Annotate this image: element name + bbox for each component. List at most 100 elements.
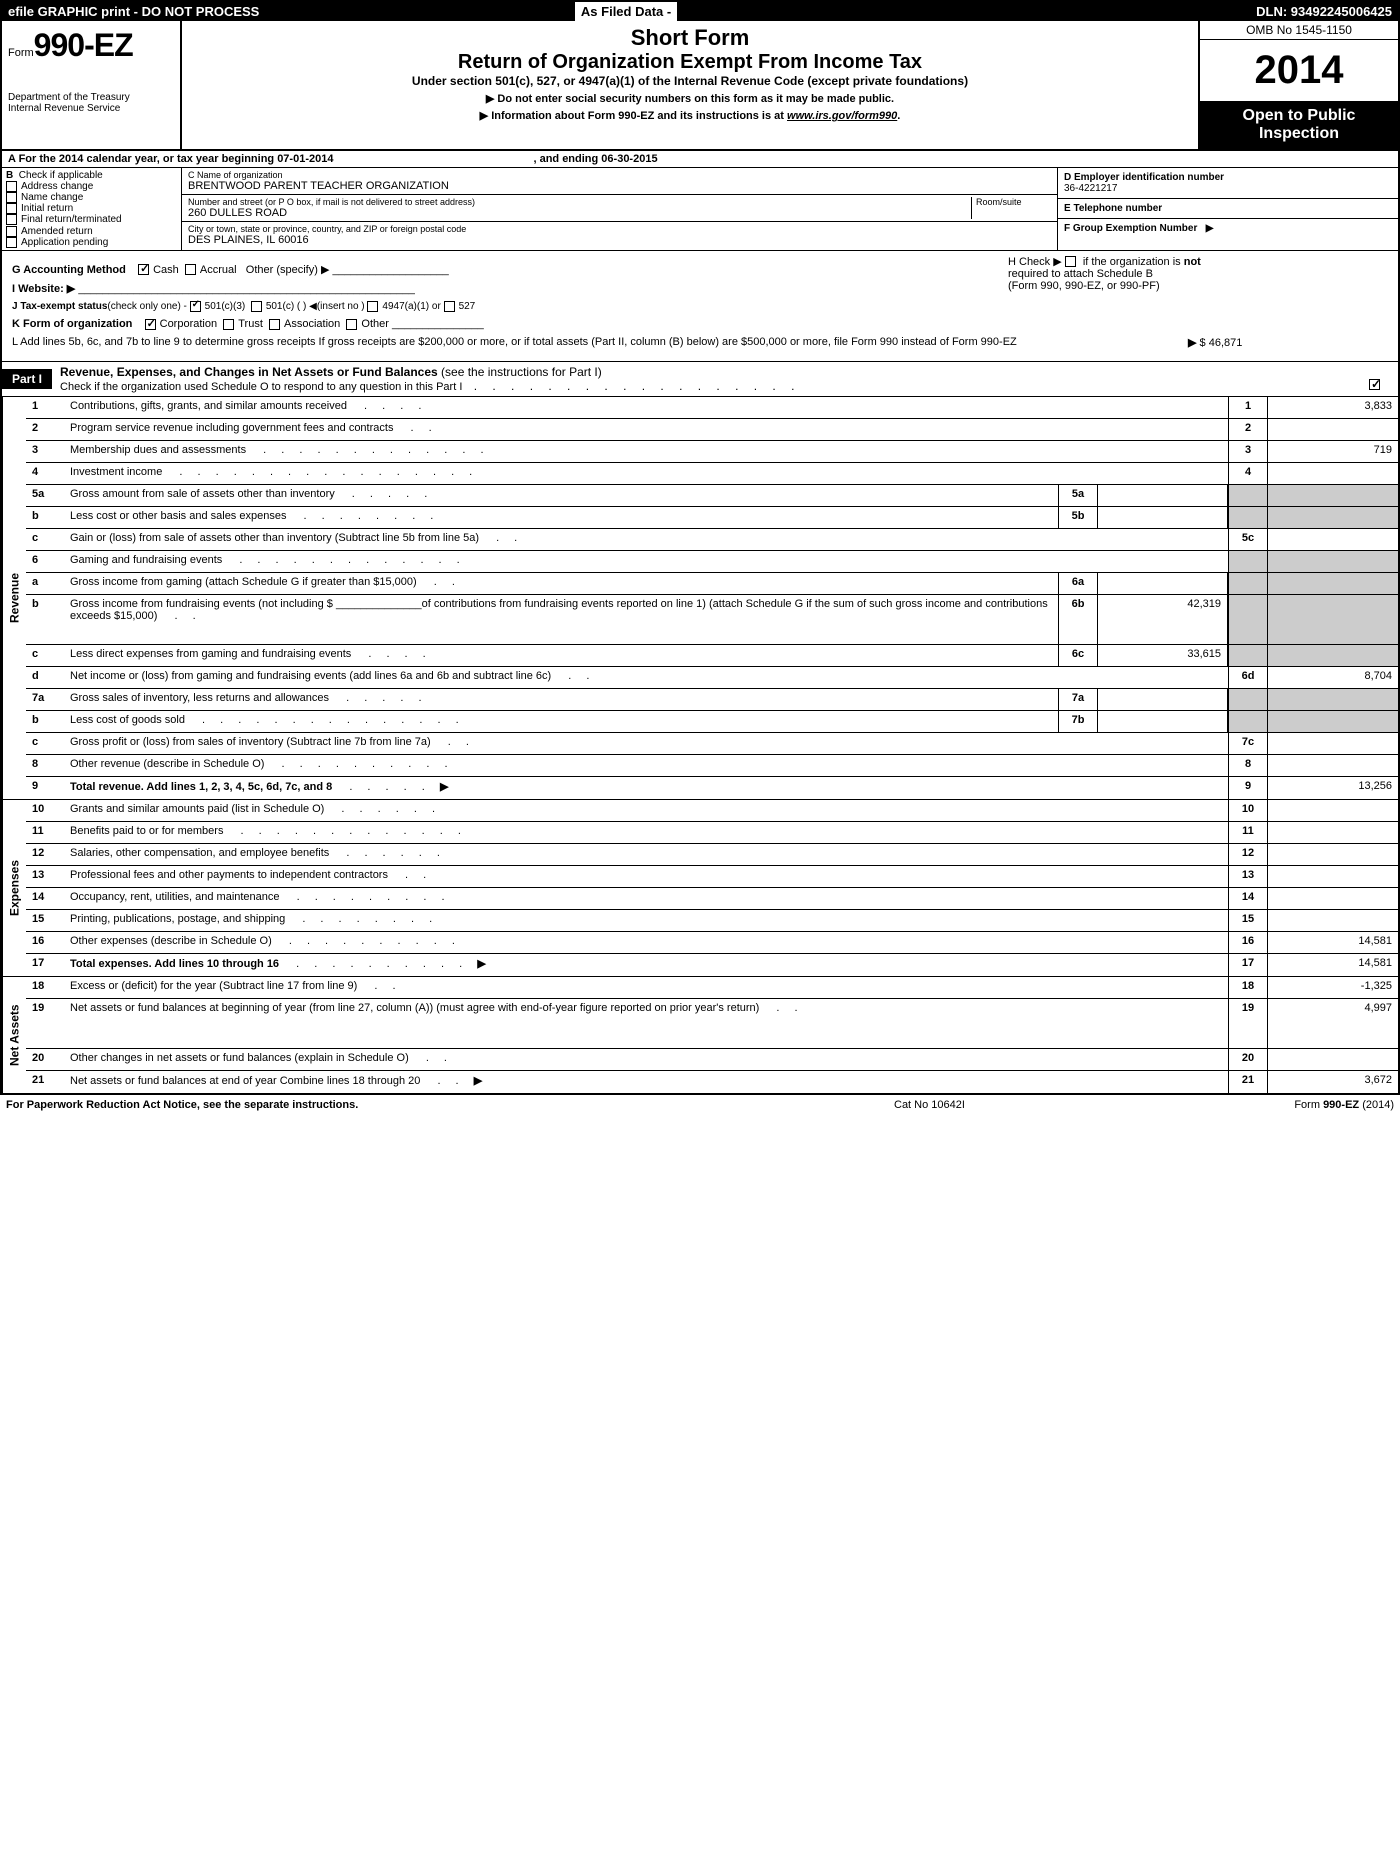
- line-row: 14Occupancy, rent, utilities, and mainte…: [26, 888, 1398, 910]
- line-description: Program service revenue including govern…: [66, 419, 1228, 440]
- checkbox-assoc[interactable]: [269, 319, 280, 330]
- expenses-section: Expenses 10Grants and similar amounts pa…: [2, 799, 1398, 976]
- line-row: 18Excess or (deficit) for the year (Subt…: [26, 977, 1398, 999]
- line-description: Less cost of goods sold . . . . . . . . …: [66, 711, 1058, 732]
- checkbox-name[interactable]: [6, 192, 17, 203]
- sub-line-value: [1098, 573, 1228, 594]
- line-description: Gross sales of inventory, less returns a…: [66, 689, 1058, 710]
- line-description: Salaries, other compensation, and employ…: [66, 844, 1228, 865]
- line-description: Other changes in net assets or fund bala…: [66, 1049, 1228, 1070]
- row-k: K Form of organization Corporation Trust…: [12, 318, 1388, 330]
- checkbox-address[interactable]: [6, 181, 17, 192]
- line-row: 21Net assets or fund balances at end of …: [26, 1071, 1398, 1093]
- part-i-label: Part I: [2, 369, 52, 389]
- checkbox-pending[interactable]: [6, 237, 17, 248]
- line-description: Less direct expenses from gaming and fun…: [66, 645, 1058, 666]
- sub-line-number: 6c: [1058, 645, 1098, 666]
- checkbox-501c3[interactable]: [190, 301, 201, 312]
- footer-right: Form 990-EZ (2014): [1194, 1099, 1394, 1111]
- checkbox-527[interactable]: [444, 301, 455, 312]
- line-row: cGross profit or (loss) from sales of in…: [26, 733, 1398, 755]
- line-description: Gross profit or (loss) from sales of inv…: [66, 733, 1228, 754]
- netassets-label: Net Assets: [2, 977, 26, 1093]
- right-val-shaded: [1268, 645, 1398, 666]
- right-cell-shaded: [1228, 507, 1268, 528]
- part-i-title: Revenue, Expenses, and Changes in Net As…: [52, 362, 1398, 396]
- revenue-section: Revenue 1Contributions, gifts, grants, a…: [2, 397, 1398, 799]
- line-number: 18: [26, 977, 66, 998]
- row-j: J Tax-exempt status(check only one) - 50…: [12, 301, 1388, 312]
- checkbox-final[interactable]: [6, 214, 17, 225]
- right-line-number: 20: [1228, 1049, 1268, 1070]
- row-a: A For the 2014 calendar year, or tax yea…: [2, 151, 1398, 168]
- line-row: 11Benefits paid to or for members . . . …: [26, 822, 1398, 844]
- checkbox-trust[interactable]: [223, 319, 234, 330]
- line-row: 2Program service revenue including gover…: [26, 419, 1398, 441]
- c-name-value: BRENTWOOD PARENT TEACHER ORGANIZATION: [188, 180, 1051, 192]
- info-about-line: ▶ Information about Form 990-EZ and its …: [192, 109, 1188, 122]
- line-number: 21: [26, 1071, 66, 1093]
- line-row: 16Other expenses (describe in Schedule O…: [26, 932, 1398, 954]
- line-description: Gross income from fundraising events (no…: [66, 595, 1058, 644]
- line-row: 7aGross sales of inventory, less returns…: [26, 689, 1398, 711]
- row-a-ending: , and ending 06-30-2015: [533, 153, 657, 165]
- line-number: 20: [26, 1049, 66, 1070]
- right-line-value: [1268, 529, 1398, 550]
- checkbox-other[interactable]: [346, 319, 357, 330]
- checkbox-501c[interactable]: [251, 301, 262, 312]
- c-room-label: Room/suite: [976, 197, 1051, 207]
- info-link[interactable]: www.irs.gov/form990: [787, 110, 897, 122]
- line-number: 1: [26, 397, 66, 418]
- right-cell-shaded: [1228, 645, 1268, 666]
- checkbox-initial[interactable]: [6, 203, 17, 214]
- checkbox-corp[interactable]: [145, 319, 156, 330]
- b-pending: Application pending: [6, 237, 177, 248]
- right-line-value: [1268, 755, 1398, 776]
- line-description: Less cost or other basis and sales expen…: [66, 507, 1058, 528]
- dept-irs: Internal Revenue Service: [8, 103, 174, 114]
- right-line-value: [1268, 866, 1398, 887]
- inspection: Inspection: [1204, 125, 1394, 143]
- right-line-value: [1268, 1049, 1398, 1070]
- right-cell-shaded: [1228, 711, 1268, 732]
- line-number: 14: [26, 888, 66, 909]
- header-bar: efile GRAPHIC print - DO NOT PROCESS As …: [2, 2, 1398, 21]
- h-box: H Check ▶ if the organization is not req…: [1008, 255, 1388, 292]
- line-row: 9Total revenue. Add lines 1, 2, 3, 4, 5c…: [26, 777, 1398, 799]
- title-right: OMB No 1545-1150 2014 Open to Public Ins…: [1198, 21, 1398, 149]
- sub-line-value: [1098, 507, 1228, 528]
- right-line-number: 9: [1228, 777, 1268, 799]
- right-cell-shaded: [1228, 551, 1268, 572]
- checkbox-cash[interactable]: [138, 264, 149, 275]
- header-asfiled: As Filed Data -: [575, 2, 677, 21]
- right-line-number: 7c: [1228, 733, 1268, 754]
- right-line-number: 12: [1228, 844, 1268, 865]
- line-description: Membership dues and assessments . . . . …: [66, 441, 1228, 462]
- checkbox-sched-o[interactable]: [1369, 379, 1380, 390]
- netassets-section: Net Assets 18Excess or (deficit) for the…: [2, 976, 1398, 1093]
- b-address-change: Address change: [6, 181, 177, 192]
- return-title: Return of Organization Exempt From Incom…: [192, 51, 1188, 74]
- right-val-shaded: [1268, 485, 1398, 506]
- c-street-label: Number and street (or P O box, if mail i…: [188, 197, 971, 207]
- line-row: 8Other revenue (describe in Schedule O) …: [26, 755, 1398, 777]
- right-cell-shaded: [1228, 573, 1268, 594]
- right-line-number: 13: [1228, 866, 1268, 887]
- line-number: 16: [26, 932, 66, 953]
- right-val-shaded: [1268, 711, 1398, 732]
- right-line-value: [1268, 419, 1398, 440]
- c-city-label: City or town, state or province, country…: [188, 224, 1051, 234]
- col-def: D Employer identification number 36-4221…: [1058, 168, 1398, 250]
- checkbox-4947[interactable]: [367, 301, 378, 312]
- sub-line-number: 6a: [1058, 573, 1098, 594]
- checkbox-amended[interactable]: [6, 226, 17, 237]
- b-header: B Check if applicable: [6, 170, 177, 181]
- checkbox-accrual[interactable]: [185, 264, 196, 275]
- sub-line-value: 42,319: [1098, 595, 1228, 644]
- checkbox-h[interactable]: [1065, 256, 1076, 267]
- header-efile: efile GRAPHIC print - DO NOT PROCESS: [2, 2, 575, 21]
- line-number: 11: [26, 822, 66, 843]
- line-number: c: [26, 733, 66, 754]
- line-description: Net income or (loss) from gaming and fun…: [66, 667, 1228, 688]
- e-block: E Telephone number: [1058, 199, 1398, 219]
